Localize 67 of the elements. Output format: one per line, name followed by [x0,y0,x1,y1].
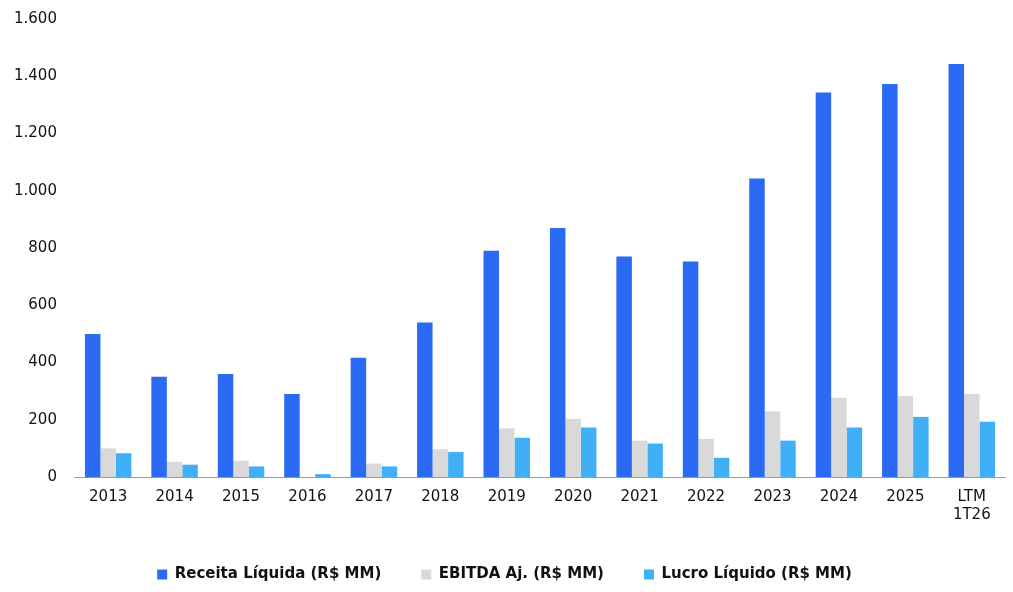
legend-label: Lucro Líquido (R$ MM) [661,564,852,583]
y-tick-label: 0 [47,466,57,485]
legend-label: Receita Líquida (R$ MM) [174,564,382,583]
x-tick-label: LTM 1T26 [952,486,991,523]
y-tick-label: 1.200 [13,123,57,142]
y-tick-label: 400 [28,352,57,371]
bar [913,416,929,477]
bar [350,357,367,477]
bar [964,393,980,477]
x-tick-label: 2024 [819,486,859,505]
bar [764,411,781,477]
x-tick-label: 2018 [421,486,460,505]
bar [780,440,796,477]
y-tick-label: 800 [28,237,57,256]
bar [417,322,433,477]
bar [315,474,331,477]
x-tick-label: 2022 [686,486,726,505]
bar [166,461,183,477]
bar [100,448,116,477]
bar [499,428,515,477]
x-tick-label: 2015 [221,486,261,505]
x-tick-label: 2023 [753,486,792,505]
bar [483,250,499,477]
bar [682,261,699,477]
y-tick-label: 1.400 [13,66,57,85]
bar [381,466,398,477]
y-tick-label: 1.600 [13,8,57,27]
y-tick-label: 1.000 [13,180,57,199]
bar [217,373,234,477]
y-tick-label: 600 [28,295,57,314]
x-tick-label: 2019 [487,486,526,505]
bar [846,427,863,477]
bar [549,227,566,477]
bar [580,427,597,477]
bar [514,437,531,477]
bar [448,452,464,477]
bar [248,466,265,477]
bar [647,443,663,477]
x-tick-label: 2025 [886,486,925,505]
bar [233,460,249,477]
bar [631,440,648,477]
bar [979,421,996,477]
bar [831,397,847,477]
bar [84,333,101,477]
x-tick-label: 2020 [554,486,593,505]
x-tick-label: 2021 [620,486,659,505]
bar [284,393,300,477]
x-tick-label: 2013 [89,486,128,505]
y-tick-label: 200 [28,409,57,428]
x-tick-label: 2016 [288,486,327,505]
bar [698,438,714,477]
legend-label: EBITDA Aj. (R$ MM) [438,564,604,583]
bar [815,92,832,477]
bar [713,457,730,477]
x-tick-label: 2014 [155,486,194,505]
bar [948,63,965,477]
bar [882,83,898,477]
bar [366,463,382,477]
bar [565,418,581,477]
bar [182,464,198,477]
bar [749,178,765,477]
bar [897,395,914,477]
x-tick-label: 2017 [354,486,393,505]
bar [151,376,167,477]
bar [432,449,449,477]
bar [115,453,132,477]
bar [616,256,632,477]
